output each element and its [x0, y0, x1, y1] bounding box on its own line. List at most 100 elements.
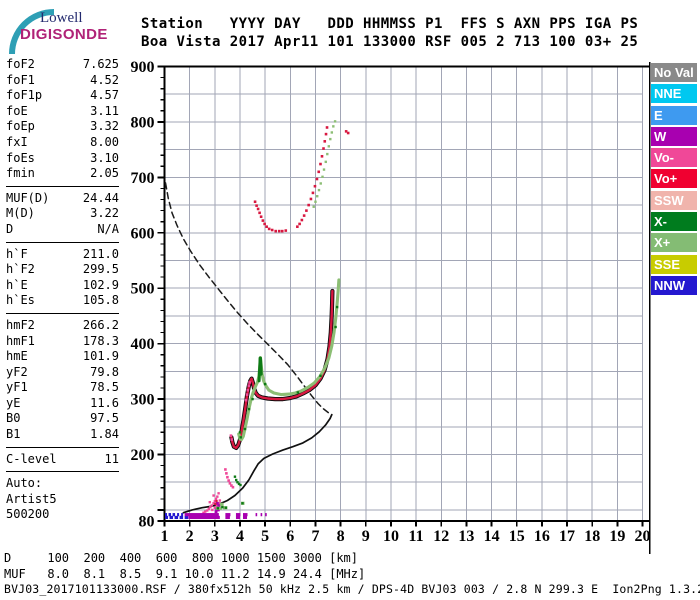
param-row-d: D N/A	[6, 221, 119, 236]
electron-density-profile	[182, 413, 333, 514]
x-tick-label: 11	[409, 528, 424, 545]
legend-item-e: E	[651, 105, 697, 125]
param-row-b0: B0 97.5	[6, 411, 119, 426]
legend-item-sse: SSE	[651, 254, 697, 274]
param-panel: foF2 7.625 foF1 4.52 foF1p 4.57 foE 3.11 foEp 3.3…	[6, 57, 119, 523]
param-row-hf2: h`F2 299.5	[6, 262, 119, 277]
es-scatter-pink	[202, 492, 222, 514]
y-tick-label: 200	[131, 447, 155, 464]
x-tick-label: 7	[311, 528, 319, 545]
x-tick-label: 13	[458, 528, 474, 545]
param-separator	[6, 312, 119, 314]
param-row-yf2: yF2 79.8	[6, 364, 119, 379]
x-tick-label: 3	[211, 528, 219, 545]
es-scatter-red	[214, 499, 218, 505]
legend-item-x+: X+	[651, 233, 697, 253]
y-tick-label: 500	[131, 281, 155, 298]
param-row-foep: foEp 3.32	[6, 119, 119, 134]
param-row-foes: foEs 3.10	[6, 150, 119, 165]
legend-item-nnw: NNW	[651, 275, 697, 295]
logo-arc-icon	[9, 9, 55, 55]
param-separator	[6, 446, 119, 448]
param-row-hmf2: hmF2 266.2	[6, 317, 119, 332]
x-tick-label: 19	[609, 528, 625, 545]
param-row-foe: foE 3.11	[6, 103, 119, 118]
param-row-he: h`E 102.9	[6, 277, 119, 292]
legend-item-vo-: Vo-	[651, 148, 697, 168]
logo-digisonde-text: DIGISONDE	[20, 26, 108, 43]
second-hop-o-echo	[253, 126, 350, 233]
second-hop-x-echo	[312, 120, 337, 208]
f-retardation-arc-pink	[224, 468, 235, 489]
x-tick-label: 12	[433, 528, 449, 545]
x-tick-label: 15	[509, 528, 525, 545]
param-row-fmin: fmin 2.05	[6, 166, 119, 181]
y-tick-label: 700	[131, 170, 155, 187]
param-row-artist5: Artist5	[6, 491, 57, 506]
y-tick-label: 80	[139, 514, 155, 531]
x-tick-label: 14	[484, 528, 500, 545]
y-tick-label: 600	[131, 225, 155, 242]
param-row-fxi: fxI 8.00	[6, 134, 119, 149]
station-header: Station YYYY DAY DDD HHMMSS P1 FFS S AXN…	[141, 15, 638, 51]
lowell-digisonde-logo: Lowell DIGISONDE	[4, 4, 134, 56]
legend-item-noval: No Val	[651, 63, 697, 82]
param-row-auto: Auto:	[6, 476, 43, 491]
x-tick-label: 9	[362, 528, 370, 545]
x-tick-label: 16	[534, 528, 550, 545]
param-row-hf: h`F 211.0	[6, 246, 119, 261]
param-row-mufd: MUF(D) 24.44	[6, 190, 119, 205]
legend-item-ssw: SSW	[651, 190, 697, 210]
y-tick-label: 300	[131, 392, 155, 409]
param-row-fof2: foF2 7.625	[6, 57, 119, 71]
legend-item-x-: X-	[651, 212, 697, 232]
x-tick-label: 6	[286, 528, 294, 545]
header-columns-line: Station YYYY DAY DDD HHMMSS P1 FFS S AXN…	[141, 16, 639, 32]
gridlines	[164, 66, 644, 522]
y-tick-label: 800	[131, 114, 155, 131]
x-tick-label: 4	[236, 528, 244, 545]
footer-file-line: BVJ03_2017101133000.RSF / 380fx512h 50 k…	[4, 582, 700, 596]
gyro-row-blue	[165, 513, 189, 520]
axes	[157, 62, 651, 554]
param-separator	[6, 185, 119, 187]
x-tick-label: 17	[559, 528, 575, 545]
legend-item-w: W	[651, 126, 697, 146]
legend-item-vo+: Vo+	[651, 169, 697, 189]
x-tick-label: 2	[186, 528, 194, 545]
logo-lowell-text: Lowell	[40, 10, 83, 26]
header-values-line: Boa Vista 2017 Apr11 101 133000 RSF 005 …	[141, 34, 639, 50]
traces	[164, 120, 350, 520]
f-retardation-arc-green	[233, 475, 242, 487]
x-trace-f	[237, 278, 341, 442]
param-separator	[6, 471, 119, 473]
footer-block: D 100 200 400 600 800 1000 1500 3000 [km…	[4, 551, 700, 598]
dashed-muf-curve	[164, 182, 332, 415]
param-row-fof1: foF1 4.52	[6, 72, 119, 87]
x-tick-label: 8	[337, 528, 345, 545]
gyro-row-magenta	[184, 513, 267, 520]
e-trace-green-dark-dots	[216, 502, 244, 510]
param-row-fof1p: foF1p 4.57	[6, 88, 119, 103]
x-tick-label: 20	[635, 528, 651, 545]
param-row-clevel: C-level 11	[6, 451, 119, 466]
o-cusp-pink-dots	[229, 381, 251, 441]
param-row-hes: h`Es 105.8	[6, 293, 119, 308]
x-tick-label: 18	[584, 528, 600, 545]
y-tick-label: 400	[131, 336, 155, 353]
footer-distance-row: D 100 200 400 600 800 1000 1500 3000 [km…	[4, 551, 359, 565]
param-row-ye: yE 11.6	[6, 395, 119, 410]
y-tick-label: 900	[131, 59, 155, 76]
footer-muf-row: MUF 8.0 8.1 8.5 9.1 10.0 11.2 14.9 24.4 …	[4, 566, 366, 581]
legend-item-nne: NNE	[651, 84, 697, 104]
x-trace-cusp-spike	[257, 356, 263, 383]
x-tick-label: 10	[383, 528, 399, 545]
param-row-yf1: yF1 78.5	[6, 380, 119, 395]
param-row-md: M(D) 3.22	[6, 206, 119, 221]
param-separator	[6, 241, 119, 243]
color-legend: No Val NNE E W Vo- Vo+ SSW X- X+ SSE NNW	[651, 63, 698, 297]
x-trace-dark-dots	[238, 305, 339, 439]
